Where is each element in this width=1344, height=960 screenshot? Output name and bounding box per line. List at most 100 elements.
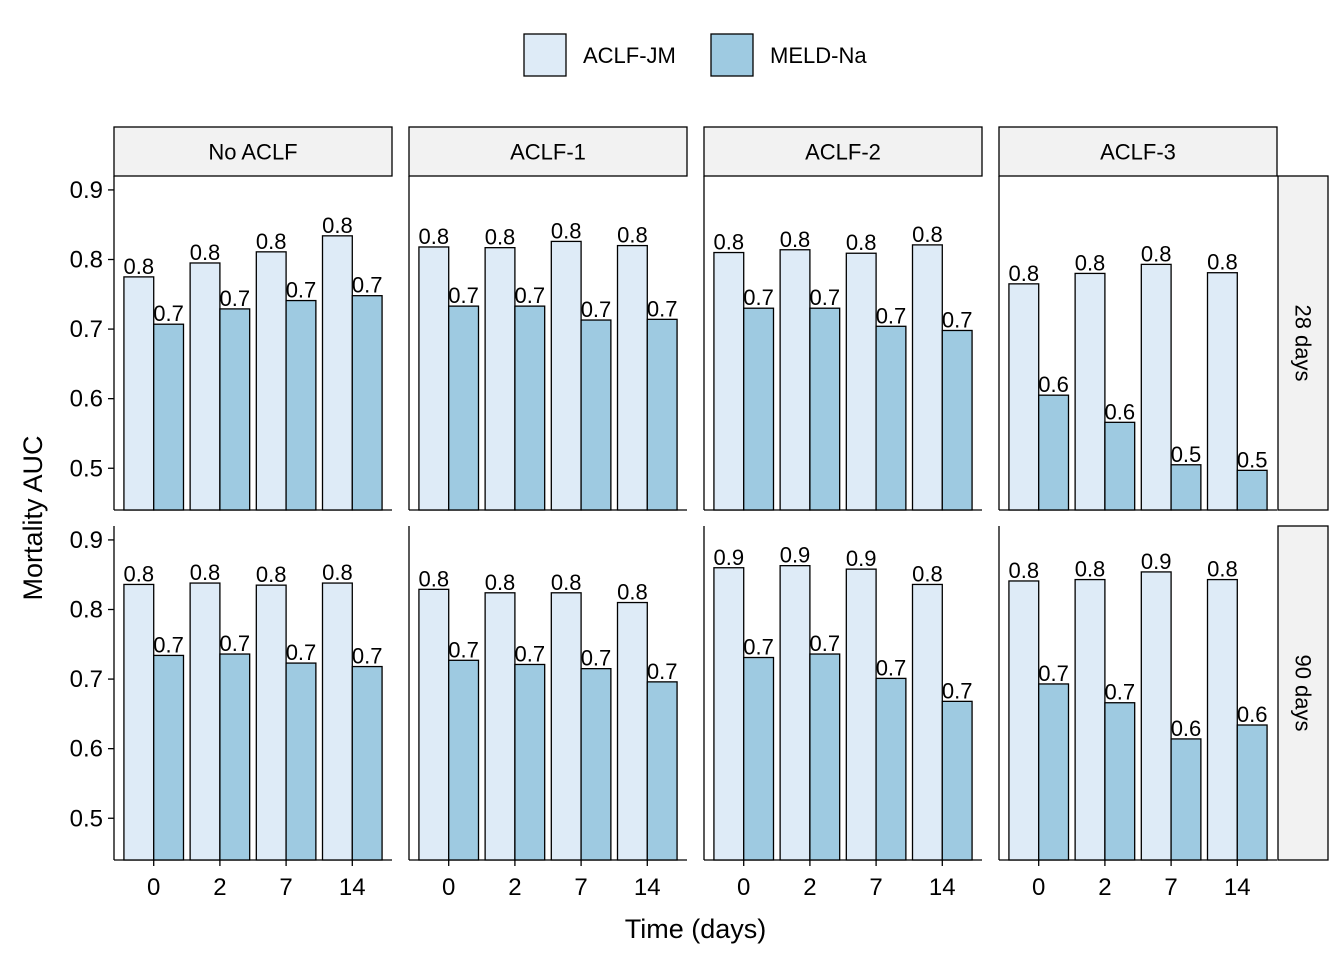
bar-label-aclf-jm-day-2: 0.8 — [780, 227, 811, 252]
column-strip-aclf-2: ACLF-2 — [703, 126, 983, 177]
bar-meld-na-day-2 — [219, 653, 251, 861]
bar-aclf-jm-day-7 — [1140, 263, 1172, 511]
legend-key-aclf-jm — [523, 33, 567, 77]
bar-label-aclf-jm-day-14: 0.8 — [617, 580, 648, 605]
bar-label-meld-na-day-7: 0.7 — [581, 646, 612, 671]
row-strip-label: 28 days — [1291, 304, 1316, 381]
bar-label-aclf-jm-day-2: 0.8 — [485, 570, 516, 595]
bar-label-meld-na-day-2: 0.7 — [810, 631, 841, 656]
y-axis-90-days: 0.5 0.6 0.7 0.8 0.9 — [70, 527, 114, 832]
bar-aclf-jm-day-2 — [484, 592, 516, 861]
bar-aclf-jm-day-7 — [255, 584, 287, 861]
column-strip-aclf-3: ACLF-3 — [998, 126, 1278, 177]
column-strip-aclf-1: ACLF-1 — [408, 126, 688, 177]
bar-meld-na-day-14 — [351, 295, 383, 511]
column-strip-bg — [113, 126, 393, 177]
legend: ACLF-JM MELD-Na — [523, 33, 867, 77]
bar-meld-na-day-0 — [1038, 683, 1070, 861]
bar-meld-na-day-2 — [809, 307, 841, 511]
y-tick-label: 0.7 — [70, 666, 103, 693]
panel-90-days-aclf-3: 0.8 0.8 0.9 0.8 0.7 0.7 0.6 0.6 — [998, 526, 1277, 861]
panel-28-days-aclf-1: 0.8 0.8 0.8 0.8 0.7 0.7 0.7 0.7 — [408, 176, 687, 511]
bar-label-aclf-jm-day-7: 0.8 — [846, 230, 877, 255]
bar-label-meld-na-day-7: 0.5 — [1171, 442, 1202, 467]
bar-aclf-jm-day-2 — [1074, 578, 1106, 861]
bar-meld-na-day-2 — [1104, 702, 1136, 861]
bar-meld-na-day-14 — [941, 700, 973, 861]
panel-28-days-no-aclf: 0.8 0.8 0.8 0.8 0.7 0.7 0.7 0.7 — [113, 176, 392, 511]
x-axis-aclf-1: 0 2 7 14 — [442, 860, 661, 901]
bar-meld-na-day-7 — [580, 319, 612, 511]
bar-label-aclf-jm-day-0: 0.8 — [1009, 558, 1040, 583]
y-axes: 0.5 0.6 0.7 0.8 0.9 0.5 0.6 0.7 0.8 0.9 — [70, 177, 114, 832]
bar-meld-na-day-0 — [743, 307, 775, 511]
bar-meld-na-day-0 — [743, 656, 775, 861]
panels: 0.8 0.8 0.8 0.8 0.7 0.7 0.7 0.7 0.8 0.8 0.8 0.8 0.7 0… — [113, 176, 1277, 861]
x-axis: 0 2 7 14 0 2 7 14 0 2 7 14 0 2 7 14 — [147, 860, 1251, 901]
y-axis-title: Mortality AUC — [18, 435, 48, 600]
column-strip-no-aclf: No ACLF — [113, 126, 393, 177]
x-tick-label: 2 — [213, 874, 226, 901]
bar-label-aclf-jm-day-2: 0.8 — [1075, 250, 1106, 275]
y-tick-label: 0.5 — [70, 455, 103, 482]
bar-aclf-jm-day-7 — [845, 568, 877, 861]
x-tick-label: 2 — [508, 874, 521, 901]
column-strip-label: ACLF-3 — [1100, 140, 1176, 165]
row-strip-90-days: 90 days — [1277, 525, 1329, 861]
bar-label-aclf-jm-day-7: 0.9 — [1141, 549, 1172, 574]
bar-meld-na-day-7 — [875, 325, 907, 511]
bar-meld-na-day-2 — [514, 663, 546, 861]
bar-label-meld-na-day-14: 0.7 — [352, 644, 383, 669]
bar-meld-na-day-7 — [875, 677, 907, 861]
panel-28-days-aclf-2: 0.8 0.8 0.8 0.8 0.7 0.7 0.7 0.7 — [703, 176, 982, 511]
legend-item-meld-na: MELD-Na — [710, 33, 867, 77]
bar-label-meld-na-day-0: 0.7 — [153, 301, 184, 326]
column-strip-bg — [408, 126, 688, 177]
bar-meld-na-day-14 — [646, 318, 678, 511]
row-strip-28-days: 28 days — [1277, 175, 1329, 511]
bar-aclf-jm-day-7 — [845, 252, 877, 511]
x-tick-label: 0 — [147, 874, 160, 901]
bar-meld-na-day-14 — [941, 329, 973, 511]
bar-label-meld-na-day-2: 0.6 — [1105, 399, 1136, 424]
bar-label-aclf-jm-day-0: 0.8 — [714, 230, 745, 255]
bar-label-aclf-jm-day-7: 0.8 — [256, 562, 287, 587]
bar-label-meld-na-day-0: 0.7 — [743, 285, 774, 310]
y-tick-label: 0.6 — [70, 386, 103, 413]
bar-label-meld-na-day-14: 0.7 — [647, 296, 678, 321]
bar-aclf-jm-day-0 — [123, 276, 155, 511]
bar-label-aclf-jm-day-2: 0.8 — [190, 560, 221, 585]
bar-meld-na-day-2 — [514, 305, 546, 511]
bar-label-meld-na-day-2: 0.7 — [220, 286, 251, 311]
bar-aclf-jm-day-0 — [418, 588, 450, 861]
x-tick-label: 0 — [1032, 874, 1045, 901]
bar-label-meld-na-day-2: 0.7 — [515, 283, 546, 308]
bar-aclf-jm-day-14 — [616, 244, 648, 511]
bar-label-aclf-jm-day-14: 0.8 — [912, 222, 943, 247]
bar-label-meld-na-day-2: 0.7 — [1105, 680, 1136, 705]
bar-label-meld-na-day-14: 0.7 — [942, 307, 973, 332]
bar-aclf-jm-day-2 — [189, 262, 221, 511]
bar-label-meld-na-day-0: 0.7 — [448, 637, 479, 662]
bar-meld-na-day-14 — [1236, 469, 1268, 511]
bar-label-aclf-jm-day-2: 0.8 — [485, 225, 516, 250]
x-tick-label: 7 — [574, 874, 587, 901]
x-tick-label: 7 — [1164, 874, 1177, 901]
bar-label-meld-na-day-0: 0.7 — [1038, 661, 1069, 686]
x-axis-aclf-3: 0 2 7 14 — [1032, 860, 1251, 901]
legend-label-meld-na: MELD-Na — [770, 43, 867, 68]
bar-label-aclf-jm-day-0: 0.9 — [714, 545, 745, 570]
row-strip-label: 90 days — [1291, 654, 1316, 731]
bar-label-meld-na-day-0: 0.7 — [153, 632, 184, 657]
bar-aclf-jm-day-14 — [911, 583, 943, 861]
x-tick-label: 0 — [737, 874, 750, 901]
panel-90-days-aclf-2: 0.9 0.9 0.9 0.8 0.7 0.7 0.7 0.7 — [703, 526, 982, 861]
bar-label-aclf-jm-day-14: 0.8 — [617, 223, 648, 248]
bar-label-meld-na-day-7: 0.7 — [876, 655, 907, 680]
bar-label-aclf-jm-day-14: 0.8 — [912, 561, 943, 586]
bar-label-aclf-jm-day-14: 0.8 — [322, 213, 353, 238]
bar-label-aclf-jm-day-0: 0.8 — [1009, 261, 1040, 286]
bar-aclf-jm-day-2 — [189, 582, 221, 861]
column-strip-bg — [998, 126, 1278, 177]
